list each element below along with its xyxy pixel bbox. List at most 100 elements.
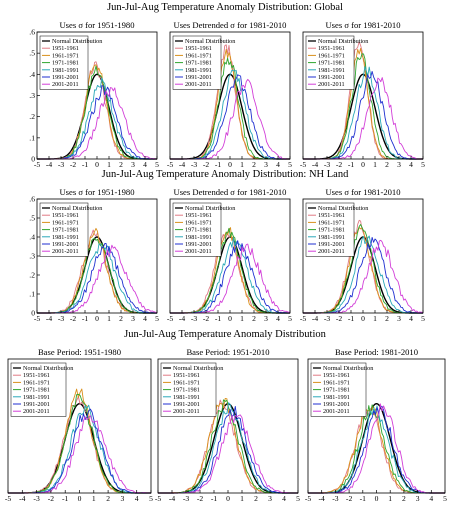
- x-tick-label: -4: [312, 314, 319, 323]
- series-line-normal-distribution: [157, 403, 298, 494]
- x-tick-label: -1: [82, 160, 89, 169]
- row-title-nh-land: Jun-Jul-Aug Temperature Anomaly Distribu…: [102, 169, 349, 180]
- panel-subtitle: Base Period: 1951-2010: [186, 347, 269, 357]
- legend-label: 1991-2001: [323, 401, 350, 408]
- legend-label: 1971-1981: [185, 227, 212, 234]
- legend-label: 1981-1991: [23, 394, 50, 401]
- panel-2: Uses Detrended σ for 1981-2010 -5 -4 -3 -2 -1…: [167, 20, 292, 169]
- x-tick-label: 2: [106, 494, 110, 503]
- legend-label: 1981-1991: [323, 394, 350, 401]
- legend-label: 2001-2011: [52, 248, 79, 255]
- x-tick-label: 4: [409, 314, 413, 323]
- x-tick-label: -2: [336, 160, 343, 169]
- x-tick-label: 0: [95, 314, 99, 323]
- x-tick-label: 0: [78, 494, 82, 503]
- legend-label: 1951-1961: [318, 212, 345, 219]
- x-tick-label: 1: [107, 160, 111, 169]
- legend-label: 1991-2001: [318, 241, 345, 248]
- legend-label: 1991-2001: [23, 401, 50, 408]
- panel-6: Uses σ for 1981-2010 -5 -4 -3 -2 -1 0 1 2 3 4 5 Norm…: [300, 187, 425, 323]
- panel-9: Base Period: 1981-2010 -5 -4 -3 -2 -1 0 1 2 3 4 5 No…: [305, 347, 447, 503]
- x-tick-label: -5: [167, 314, 174, 323]
- series-line-2001-2011: [158, 414, 298, 494]
- panel-7: Base Period: 1951-1980 -5 -4 -3 -2 -1 0 1 2 3 4 5 No…: [5, 347, 153, 503]
- series-line-1981-1991: [37, 77, 157, 160]
- legend-label: 1961-1971: [318, 52, 345, 59]
- legend-label: 2001-2011: [185, 248, 212, 255]
- y-tick-label: .5: [29, 214, 35, 223]
- x-tick-label: -1: [211, 494, 218, 503]
- legend-label: 1981-1991: [185, 234, 212, 241]
- legend-label: 1951-1961: [323, 372, 350, 379]
- x-tick-label: 1: [373, 160, 377, 169]
- x-tick-label: 3: [264, 160, 268, 169]
- x-tick-label: 4: [276, 314, 280, 323]
- panel-subtitle: Uses σ for 1951-1980: [59, 20, 134, 30]
- panels-layer: Uses σ for 1951-1980-5 -4 -3 -2 -1 0 1 2 3 4 5.6.5…: [5, 20, 447, 503]
- legend-label: 1981-1991: [52, 67, 79, 74]
- x-tick-label: 2: [252, 160, 256, 169]
- y-tick-label: .4: [29, 233, 35, 242]
- y-tick-label: .6: [29, 28, 35, 37]
- x-tick-label: 3: [416, 494, 420, 503]
- panel-subtitle: Uses Detrended σ for 1981-2010: [174, 20, 287, 30]
- panel-1: Uses σ for 1951-1980-5 -4 -3 -2 -1 0 1 2 3 4 5.6.5…: [29, 20, 159, 169]
- legend-label: Normal Distribution: [173, 365, 223, 372]
- legend-label: 1971-1981: [318, 60, 345, 67]
- x-tick-label: 2: [385, 314, 389, 323]
- x-tick-label: -2: [336, 314, 343, 323]
- legend-label: Normal Distribution: [185, 205, 235, 212]
- x-tick-label: -5: [34, 160, 41, 169]
- panel-subtitle: Uses σ for 1981-2010: [325, 20, 400, 30]
- y-tick-label: .4: [29, 70, 35, 79]
- series-line-1991-2001: [8, 408, 151, 494]
- x-tick-label: 0: [95, 160, 99, 169]
- x-tick-label: 3: [121, 494, 125, 503]
- legend-label: 2001-2011: [323, 408, 350, 415]
- x-tick-label: -3: [324, 160, 331, 169]
- x-tick-label: 3: [131, 160, 135, 169]
- panel-8: Base Period: 1951-2010 -5 -4 -3 -2 -1 0 1 2 3 4 5 No…: [155, 347, 300, 503]
- x-tick-label: -5: [155, 494, 162, 503]
- legend-label: 2001-2011: [23, 408, 50, 415]
- x-tick-label: 2: [252, 314, 256, 323]
- x-tick-label: 4: [143, 314, 147, 323]
- legend-label: 1951-1961: [185, 212, 212, 219]
- x-tick-label: -1: [82, 314, 89, 323]
- x-tick-label: -3: [191, 160, 198, 169]
- x-tick-label: -4: [179, 160, 186, 169]
- y-tick-label: .6: [29, 195, 35, 204]
- x-tick-label: 0: [361, 314, 365, 323]
- x-tick-label: 0: [226, 494, 230, 503]
- legend-label: Normal Distribution: [318, 205, 368, 212]
- panel-subtitle: Uses σ for 1981-2010: [325, 187, 400, 197]
- x-tick-label: 0: [375, 494, 379, 503]
- y-tick-label: 0: [31, 155, 35, 164]
- x-tick-label: 4: [135, 494, 139, 503]
- legend-label: Normal Distribution: [52, 205, 102, 212]
- legend-label: 1971-1981: [318, 227, 345, 234]
- legend-label: 1971-1981: [323, 387, 350, 394]
- legend-label: 1971-1981: [52, 227, 79, 234]
- legend-label: 1951-1961: [52, 45, 79, 52]
- x-tick-label: -2: [70, 160, 77, 169]
- x-tick-label: -4: [46, 314, 53, 323]
- x-tick-label: 3: [131, 314, 135, 323]
- x-tick-label: -1: [215, 160, 222, 169]
- x-tick-label: -5: [305, 494, 312, 503]
- x-tick-label: 1: [373, 314, 377, 323]
- x-tick-label: -2: [197, 494, 204, 503]
- x-tick-label: -2: [203, 314, 210, 323]
- legend-label: 1981-1991: [52, 234, 79, 241]
- panel-4: Uses σ for 1951-1980-5 -4 -3 -2 -1 0 1 2 3 4 5.6.5…: [29, 187, 159, 323]
- x-tick-label: 3: [397, 160, 401, 169]
- x-tick-label: -5: [5, 494, 12, 503]
- x-tick-label: 4: [282, 494, 286, 503]
- legend-label: 1961-1971: [323, 379, 350, 386]
- legend-label: 1961-1971: [318, 219, 345, 226]
- x-tick-label: -1: [215, 314, 222, 323]
- legend-label: Normal Distribution: [318, 38, 368, 45]
- row-title-base-period: Jun-Jul-Aug Temperature Anomaly Distribu…: [124, 329, 327, 340]
- panel-subtitle: Uses σ for 1951-1980: [59, 187, 134, 197]
